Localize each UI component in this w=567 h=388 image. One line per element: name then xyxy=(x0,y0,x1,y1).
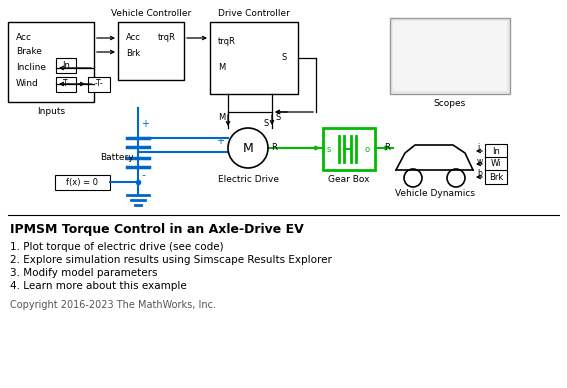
Text: trqR: trqR xyxy=(218,38,236,47)
Text: b: b xyxy=(477,170,482,178)
Text: w: w xyxy=(477,156,483,166)
Text: S: S xyxy=(264,118,269,128)
Text: Copyright 2016-2023 The MathWorks, Inc.: Copyright 2016-2023 The MathWorks, Inc. xyxy=(10,300,216,310)
Text: 3. Modify model parameters: 3. Modify model parameters xyxy=(10,268,158,278)
Text: Gear Box: Gear Box xyxy=(328,175,370,184)
Text: trqR: trqR xyxy=(158,33,176,43)
Text: S: S xyxy=(275,114,280,123)
Text: In: In xyxy=(492,147,500,156)
Text: Brk: Brk xyxy=(489,173,503,182)
Bar xyxy=(485,157,507,171)
Text: Vehicle Dynamics: Vehicle Dynamics xyxy=(395,189,475,199)
Bar xyxy=(323,128,375,170)
Bar xyxy=(393,21,507,91)
Bar xyxy=(88,77,110,92)
Text: Electric Drive: Electric Drive xyxy=(218,175,278,185)
Bar xyxy=(485,170,507,184)
Bar xyxy=(8,22,94,102)
Bar xyxy=(485,144,507,158)
Bar xyxy=(55,175,110,190)
Text: -T-: -T- xyxy=(62,80,70,88)
Text: -T-: -T- xyxy=(95,80,103,88)
Text: M: M xyxy=(243,142,253,154)
Text: 2. Explore simulation results using Simscape Results Explorer: 2. Explore simulation results using Sims… xyxy=(10,255,332,265)
Text: f(x) = 0: f(x) = 0 xyxy=(66,177,98,187)
Text: Acc: Acc xyxy=(126,33,141,43)
Bar xyxy=(118,22,184,80)
Text: Acc: Acc xyxy=(16,33,32,43)
Text: -: - xyxy=(141,170,145,180)
Text: Incline: Incline xyxy=(16,64,46,73)
Text: +: + xyxy=(216,136,224,146)
Bar xyxy=(56,58,76,73)
Text: s: s xyxy=(327,144,331,154)
Text: i: i xyxy=(477,144,479,152)
Text: o: o xyxy=(365,144,370,154)
Text: M: M xyxy=(218,64,225,73)
Text: Brake: Brake xyxy=(16,47,42,57)
Text: IPMSM Torque Control in an Axle-Drive EV: IPMSM Torque Control in an Axle-Drive EV xyxy=(10,223,304,237)
Text: 4. Learn more about this example: 4. Learn more about this example xyxy=(10,281,187,291)
Text: 1. Plot torque of electric drive (see code): 1. Plot torque of electric drive (see co… xyxy=(10,242,223,252)
Bar xyxy=(56,77,76,92)
Text: R: R xyxy=(271,144,277,152)
Text: S: S xyxy=(282,54,287,62)
Text: R: R xyxy=(384,144,390,152)
Text: Inputs: Inputs xyxy=(37,106,65,116)
Text: Brk: Brk xyxy=(126,50,140,59)
Bar xyxy=(210,22,298,94)
Text: Battery: Battery xyxy=(100,154,134,163)
Text: M: M xyxy=(218,114,225,123)
Text: In: In xyxy=(62,61,70,69)
Text: +: + xyxy=(141,119,149,129)
Text: Vehicle Controller: Vehicle Controller xyxy=(111,9,191,19)
Text: Drive Controller: Drive Controller xyxy=(218,9,290,19)
Text: Wind: Wind xyxy=(16,80,39,88)
Text: Wi: Wi xyxy=(491,159,501,168)
Bar xyxy=(390,18,510,94)
Text: Scopes: Scopes xyxy=(434,99,466,107)
